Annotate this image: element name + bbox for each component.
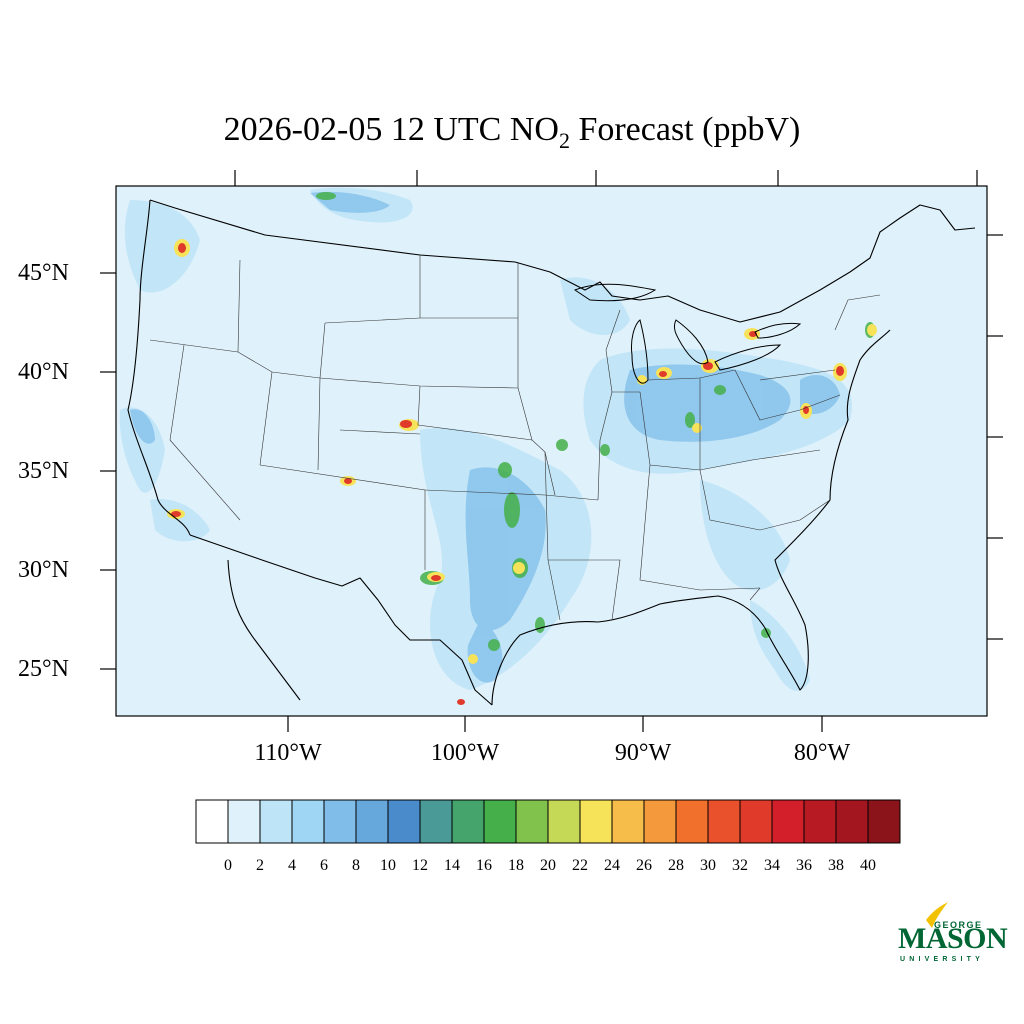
colorbar-swatch (291, 799, 325, 844)
logo-swoosh (926, 902, 948, 928)
colorbar-tick-label: 38 (828, 857, 844, 874)
colorbar-swatch (867, 799, 901, 844)
lat-label-30n: 30°N (18, 557, 69, 583)
colorbar-swatch (803, 799, 837, 844)
colorbar-tick-label: 4 (288, 857, 296, 874)
lon-label-100w: 100°W (430, 740, 500, 766)
colorbar-swatch (611, 799, 645, 844)
lon-label-110w: 110°W (254, 740, 322, 766)
colorbar-swatch (419, 799, 453, 844)
colorbar-swatch (707, 799, 741, 844)
country-outline (127, 199, 976, 706)
colorbar-swatch (579, 799, 613, 844)
colorbar-tick-label: 20 (540, 857, 556, 874)
lat-label-40n: 40°N (18, 359, 69, 385)
colorbar-tick-label: 14 (444, 857, 460, 874)
colorbar-swatch (483, 799, 517, 844)
lat-label-25n: 25°N (18, 656, 69, 682)
colorbar-swatch (739, 799, 773, 844)
state-boundaries (149, 255, 881, 621)
colorbar-swatch (451, 799, 485, 844)
colorbar-tick-label: 2 (256, 857, 264, 874)
colorbar-tick-label: 8 (352, 857, 360, 874)
colorbar-tick-label: 10 (380, 857, 396, 874)
colorbar-swatch (675, 799, 709, 844)
colorbar-swatch (195, 799, 229, 844)
left-ticks (100, 272, 116, 670)
lat-label-35n: 35°N (18, 458, 69, 484)
colorbar-swatch (771, 799, 805, 844)
colorbar-swatch (547, 799, 581, 844)
bottom-ticks (287, 716, 823, 732)
map-frame (115, 185, 988, 717)
page-title: 2026-02-05 12 UTC NO2 Forecast (ppbV) (0, 108, 1024, 163)
colorbar-tick-label: 26 (636, 857, 652, 874)
colorbar-tick-label: 32 (732, 857, 748, 874)
lon-label-90w: 90°W (614, 740, 672, 766)
colorbar-tick-label: 6 (320, 857, 328, 874)
colorbar-swatch (515, 799, 549, 844)
colorbar-tick-label: 0 (224, 857, 232, 874)
no2-field-medium (130, 191, 840, 683)
colorbar-swatch (387, 799, 421, 844)
colorbar-tick-label: 18 (508, 857, 524, 874)
colorbar-swatch (259, 799, 293, 844)
map-background (116, 186, 987, 716)
great-lakes (573, 283, 802, 384)
colorbar-tick-label: 40 (860, 857, 876, 874)
title-suffix: Forecast (ppbV) (569, 111, 801, 148)
colorbar-swatch (355, 799, 389, 844)
top-ticks (234, 170, 978, 186)
logo-george-text: GEORGE (934, 920, 983, 930)
colorbar-tick-label: 12 (412, 857, 428, 874)
colorbar-tick-label: 34 (764, 857, 780, 874)
logo-mason-text: MASON (898, 922, 1008, 955)
colorbar-tick-label: 30 (700, 857, 716, 874)
colorbar-swatch (643, 799, 677, 844)
title-subscript: 2 (558, 127, 570, 153)
colorbar-tick-label: 22 (572, 857, 588, 874)
colorbar-swatch (835, 799, 869, 844)
colorbar-tick-label: 36 (796, 857, 812, 874)
title-prefix: 2026-02-05 12 UTC NO (223, 111, 559, 148)
colorbar-tick-label: 24 (604, 857, 620, 874)
colorbar-swatch (323, 799, 357, 844)
no2-hotspots-red (171, 243, 844, 705)
right-ticks (987, 234, 1003, 640)
colorbar-tick-label: 28 (668, 857, 684, 874)
logo-university-text: UNIVERSITY (900, 956, 985, 963)
lon-label-80w: 80°W (793, 740, 851, 766)
gmu-logo: GEORGE MASON UNIVERSITY (898, 900, 1008, 970)
colorbar (195, 799, 901, 844)
colorbar-tick-label: 16 (476, 857, 492, 874)
lat-label-45n: 45°N (18, 260, 69, 286)
colorbar-swatch (227, 799, 261, 844)
